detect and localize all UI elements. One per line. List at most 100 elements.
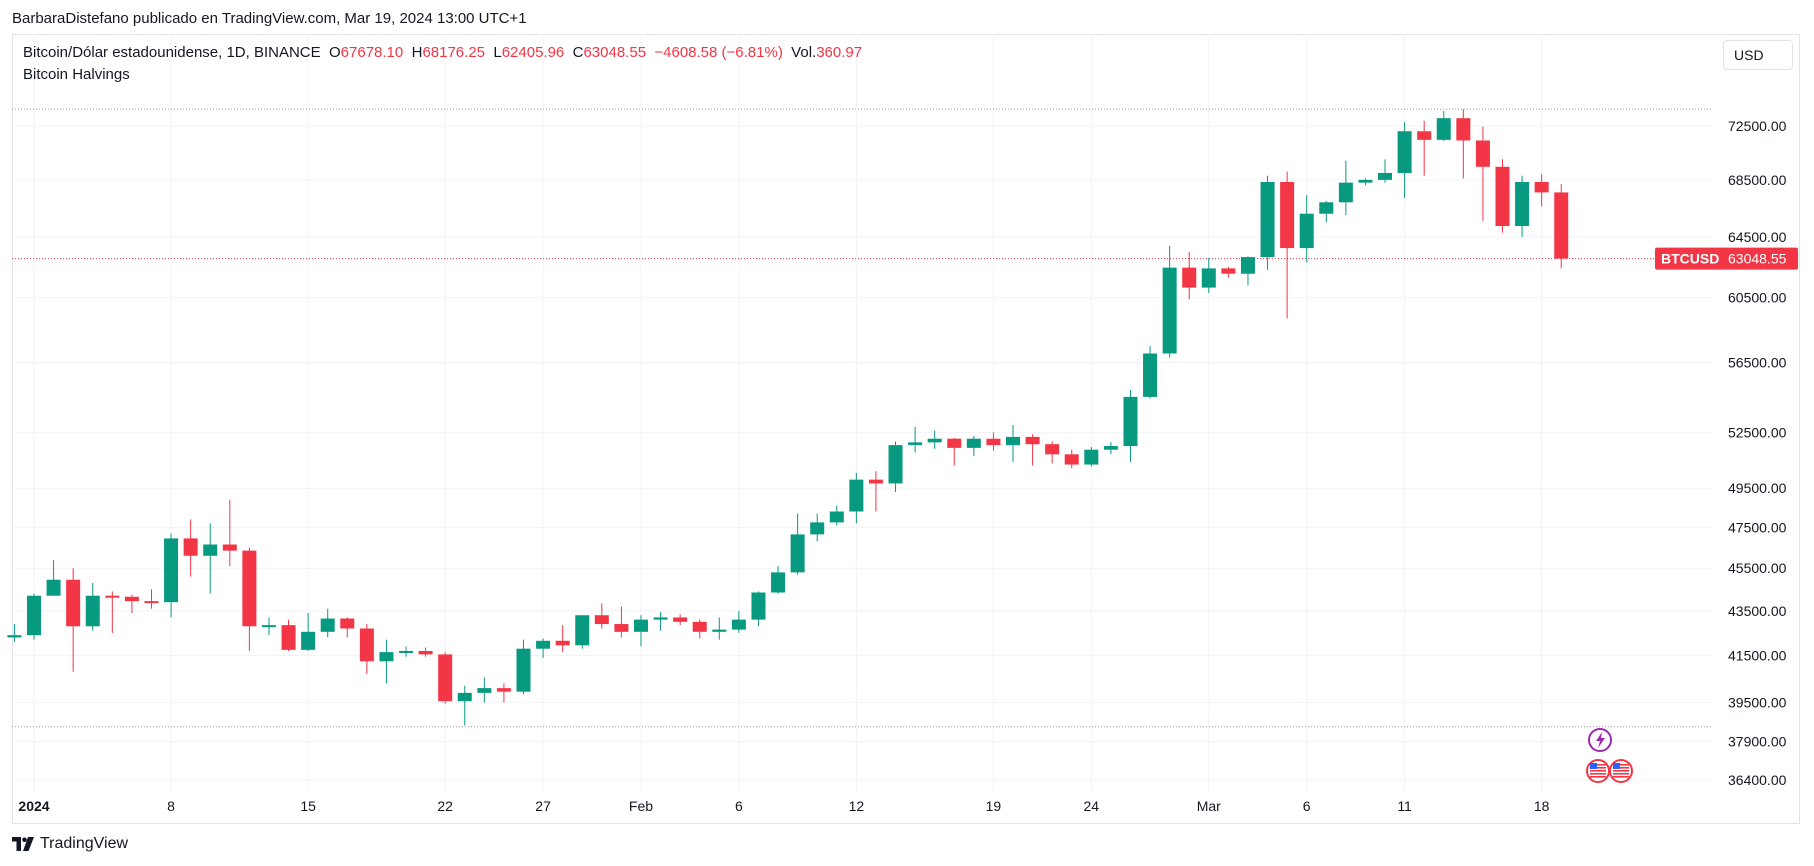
currency-button[interactable]: USD	[1723, 40, 1793, 70]
candle-body	[203, 544, 218, 556]
lightning-icon[interactable]	[1588, 728, 1612, 752]
candle	[751, 591, 766, 627]
candle	[1417, 120, 1432, 176]
y-tick-label: 60500.00	[1728, 290, 1787, 306]
candle-body	[85, 595, 100, 627]
flag-canton	[1590, 763, 1597, 769]
candle-body	[1201, 268, 1216, 288]
candle	[1201, 257, 1216, 294]
candle-body	[1495, 166, 1510, 227]
flag-stripe	[1613, 767, 1629, 769]
y-tick-label: 45500.00	[1728, 560, 1787, 576]
candle-body	[7, 635, 22, 638]
candle-body	[1397, 131, 1412, 173]
candle-body	[1475, 140, 1490, 167]
candle-body	[731, 619, 746, 630]
candle	[888, 441, 903, 493]
candle-body	[1182, 267, 1197, 288]
candle-body	[1143, 353, 1158, 397]
y-tick-label: 43500.00	[1728, 603, 1787, 619]
flag-stripe	[1590, 773, 1606, 775]
candle-body	[966, 438, 981, 448]
flag-stripe	[1590, 776, 1606, 778]
candle-body	[1319, 202, 1334, 214]
candle-body	[575, 615, 590, 646]
candle-body	[1436, 118, 1451, 140]
flag-stripe	[1613, 770, 1629, 772]
candle-body	[1515, 181, 1530, 227]
candle	[555, 625, 570, 653]
candle	[849, 473, 864, 524]
flag-stripe	[1613, 776, 1629, 778]
flag-stripe	[1613, 764, 1629, 766]
volume-label: Vol.	[791, 44, 817, 61]
candle-body	[457, 692, 472, 702]
candle-body	[1534, 181, 1549, 193]
candle	[1280, 171, 1295, 319]
open-label: O	[329, 44, 341, 61]
candle-body	[124, 596, 139, 602]
candle	[594, 603, 609, 629]
y-tick-label: 41500.00	[1728, 648, 1787, 664]
candle	[575, 615, 590, 649]
candle-body	[301, 631, 316, 650]
tradingview-logo[interactable]: TradingView	[12, 835, 128, 853]
y-tick-label: 36400.00	[1728, 772, 1787, 788]
candle	[614, 606, 629, 638]
us-flag-icon[interactable]	[1586, 759, 1610, 783]
event-icons	[1586, 728, 1633, 783]
candle-body	[927, 438, 942, 443]
candle-body	[242, 550, 257, 627]
candle-body	[888, 445, 903, 484]
brand-name: TradingView	[40, 835, 129, 852]
candle-body	[1456, 118, 1471, 141]
candle-body	[536, 640, 551, 649]
candle-body	[281, 625, 296, 650]
candle	[1143, 346, 1158, 399]
candle	[301, 613, 316, 651]
candle	[986, 432, 1001, 451]
candle	[242, 547, 257, 651]
candle	[144, 589, 159, 609]
candle-body	[1084, 449, 1099, 465]
candle-body	[555, 640, 570, 646]
candle-body	[810, 522, 825, 535]
x-tick-label: Mar	[1197, 798, 1221, 814]
y-tick-label: 56500.00	[1728, 355, 1787, 371]
y-tick-label: 64500.00	[1728, 229, 1787, 245]
candle	[1299, 195, 1314, 263]
candle-body	[868, 479, 883, 484]
price-tag-symbol: BTCUSD	[1661, 251, 1719, 267]
candle	[379, 639, 394, 684]
candle-body	[1240, 257, 1255, 274]
x-tick-label: 27	[535, 798, 551, 814]
x-tick-label: 11	[1397, 798, 1412, 814]
us-flag-icon[interactable]	[1609, 759, 1633, 783]
candle	[7, 624, 22, 642]
candle	[771, 566, 786, 594]
candle-body	[771, 572, 786, 593]
candle	[692, 619, 707, 639]
candle	[1182, 251, 1197, 300]
candle	[790, 513, 805, 575]
indicator-label[interactable]: Bitcoin Halvings	[23, 66, 130, 83]
candle	[496, 683, 511, 703]
candle-body	[340, 618, 355, 629]
symbol-name: Bitcoin/Dólar estadounidense, 1D, BINANC…	[23, 44, 321, 61]
close-label: C	[572, 44, 584, 61]
candle-body	[183, 538, 198, 556]
x-tick-label: 19	[986, 798, 1002, 814]
candle	[85, 582, 100, 631]
candle	[516, 639, 531, 695]
y-tick-label: 39500.00	[1728, 694, 1787, 710]
candle-body	[849, 479, 864, 512]
candle	[966, 435, 981, 457]
candle-body	[144, 601, 159, 604]
y-tick-label: 68500.00	[1728, 172, 1787, 188]
volume-value: 360.97	[816, 44, 863, 61]
candle	[653, 611, 668, 631]
x-tick-label: 6	[735, 798, 743, 814]
candle	[183, 519, 198, 577]
candle-body	[1162, 267, 1177, 354]
